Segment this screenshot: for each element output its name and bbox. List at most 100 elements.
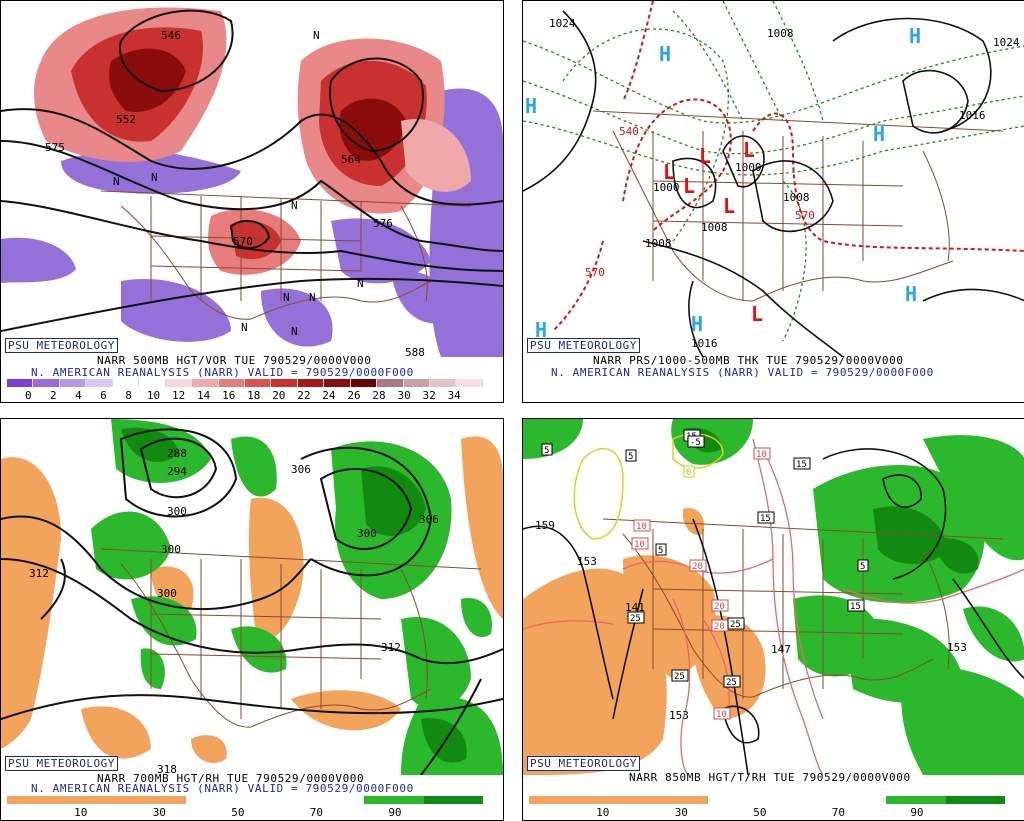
political-borders [602, 518, 1004, 699]
temperature-label: 25 [671, 669, 689, 682]
colorbar-label: 10 [74, 806, 88, 819]
colorbar-label: 32 [422, 389, 436, 402]
vort-marker: N [309, 291, 316, 304]
thickness-labels: 540 570 570 [585, 125, 815, 279]
svg-text:5: 5 [658, 546, 663, 556]
colorbar-label: 30 [397, 389, 411, 402]
colorbar-label: 50 [753, 806, 767, 819]
colorbar-swatch [33, 379, 60, 387]
colorbar-label: 34 [447, 389, 461, 402]
svg-text:10: 10 [716, 710, 727, 720]
colorbar-label: 2 [50, 389, 57, 402]
thickness-label: 570 [795, 209, 815, 222]
vort-marker: N [241, 321, 248, 334]
contour-label: 588 [405, 346, 425, 357]
colorbar-label: 12 [171, 389, 186, 402]
temperature-labels: 5551010151515202020252525251010155-50 [541, 429, 869, 720]
cold-thickness-contours [523, 1, 1024, 342]
colorbar-label: 70 [831, 806, 846, 819]
positive-vorticity-areas [34, 7, 471, 275]
high-marker: H [535, 318, 547, 342]
temperature-label: 20 [711, 599, 729, 612]
high-pressure-markers: H H H H H H H [525, 24, 921, 342]
contour-label: 312 [381, 641, 401, 654]
colorbar-label: 18 [247, 389, 261, 402]
high-marker: H [909, 24, 921, 48]
temperature-label: 0 [683, 465, 695, 478]
svg-text:20: 20 [714, 602, 725, 612]
temperature-label: 20 [711, 619, 729, 632]
colorbar-label: 20 [272, 389, 286, 402]
contour-label: 576 [373, 217, 393, 230]
isobar-label: 1008 [767, 27, 794, 40]
temperature-label: 15 [847, 599, 865, 612]
vort-marker: N [357, 277, 364, 290]
colorbar-swatch [7, 796, 126, 804]
svg-text:25: 25 [674, 672, 685, 682]
panel-subcaption: N. AMERICAN REANALYSIS (NARR) VALID = 79… [551, 366, 934, 379]
temperature-label: 10 [753, 447, 771, 460]
isobar-label: 1024 [993, 36, 1020, 49]
isobar-label: 1024 [549, 17, 576, 30]
low-marker: L [683, 174, 695, 198]
colorbar-swatch [112, 379, 140, 387]
colorbar-swatch [377, 379, 404, 387]
svg-text:5: 5 [544, 446, 549, 456]
height-contour-labels: 546 552 575 564 570 576 588 [45, 29, 425, 357]
colorbar-swatch [297, 379, 325, 387]
temperature-label: 5 [655, 543, 667, 556]
colorbar-labels: 10 30 50 70 90 [529, 806, 1005, 819]
colorbar-swatch [423, 796, 483, 804]
colorbar-label: 16 [222, 389, 236, 402]
low-marker: L [699, 144, 711, 168]
colorbar-swatch [648, 796, 708, 804]
low-pressure-markers: L L L L L L [663, 138, 763, 326]
contour-label: 153 [947, 641, 967, 654]
colorbar-label: 90 [388, 806, 402, 819]
height-contours [1, 9, 503, 332]
temperature-label: 5 [857, 559, 869, 572]
colorbar-label: 6 [100, 389, 107, 402]
colorbar-swatch [185, 796, 305, 804]
colorbar-label: 28 [372, 389, 386, 402]
height-contours [523, 448, 1024, 775]
vort-marker: N [291, 199, 298, 212]
colorbar-labels: 0 2 4 6 8 10 12 14 16 18 20 22 24 26 28 30 32 34 [7, 389, 483, 402]
svg-text:20: 20 [714, 622, 725, 632]
panel-caption: NARR 500MB HGT/VOR TUE 790529/0000V000 [97, 354, 372, 367]
svg-text:25: 25 [630, 614, 641, 624]
isobar-label: 1008 [645, 237, 672, 250]
svg-text:15: 15 [796, 460, 807, 470]
colorbar-label: 22 [297, 389, 311, 402]
colorbar-label: 70 [309, 806, 324, 819]
map-500mb: 546 552 575 564 570 576 588 N N N N N N … [1, 1, 503, 357]
colorbar [7, 379, 483, 387]
colorbar [7, 796, 483, 804]
colorbar-label: 10 [146, 389, 161, 402]
height-contour-labels: 288 294 306 300 300 306 312 300 300 312 … [29, 447, 439, 775]
colorbar-swatch [324, 379, 351, 387]
political-borders [100, 548, 482, 728]
credit-label: PSU METEOROLOGY [527, 756, 640, 771]
panel-700mb-rh: 288 294 306 300 300 306 312 300 300 312 … [0, 418, 504, 821]
temperature-label: 5 [541, 443, 553, 456]
colorbar-label: 4 [75, 389, 82, 402]
panel-850mb-temp-rh: 159 153 141 147 153 153 5 5 5 10 10 15 15 15 20 2… [522, 418, 1024, 821]
temperature-label: 10 [633, 519, 651, 532]
panel-caption: NARR PRS/1000-500MB THK TUE 790529/0000V… [593, 354, 904, 367]
colorbar-swatch [271, 379, 298, 387]
credit-label: PSU METEOROLOGY [5, 756, 118, 771]
panel-subcaption: N. AMERICAN REANALYSIS (NARR) VALID = 79… [31, 782, 414, 795]
vort-marker: N [113, 175, 120, 188]
colorbar-label: 8 [125, 389, 132, 402]
isobar-label: 1016 [691, 337, 718, 350]
svg-text:-5: -5 [690, 438, 701, 448]
low-marker: L [723, 194, 735, 218]
isobar-labels: 1024 1008 1024 1016 1000 1008 1008 1008 … [549, 17, 1020, 350]
contour-label: 564 [341, 153, 361, 166]
colorbar-label: 0 [24, 389, 32, 402]
colorbar-swatch [707, 796, 827, 804]
isobar-label: 1000 [653, 181, 680, 194]
colorbar-swatch [886, 796, 946, 804]
high-marker: H [525, 94, 537, 118]
